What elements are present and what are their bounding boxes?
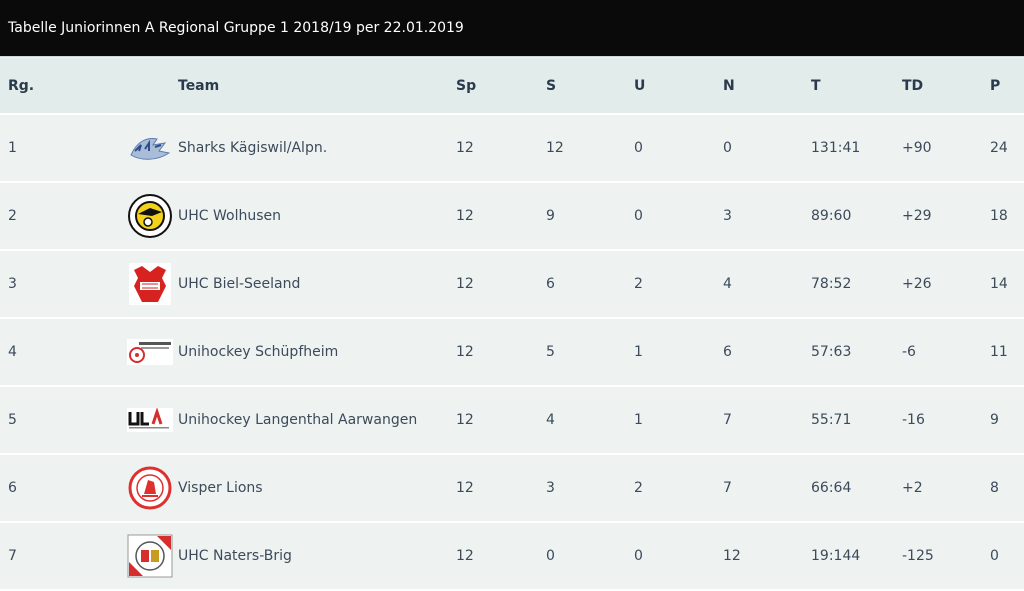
table-row: 2 UHC Wolhusen 12 9 0 3 89:60 +29 18 (0, 183, 1024, 251)
losses-cell: 12 (723, 548, 741, 564)
rank-cell: 6 (8, 480, 17, 496)
points-cell: 14 (990, 276, 1008, 292)
games-played-cell: 12 (456, 276, 474, 292)
team-logo (127, 183, 173, 249)
losses-cell: 6 (723, 344, 732, 360)
draws-cell: 2 (634, 276, 643, 292)
langenthal-aarwangen-logo-icon (127, 398, 173, 442)
points-cell: 9 (990, 412, 999, 428)
table-row: 4 Unihockey Schüpfheim 12 5 1 6 57:63 -6… (0, 319, 1024, 387)
draws-cell: 0 (634, 140, 643, 156)
goal-difference-cell: -6 (902, 344, 916, 360)
wins-cell: 6 (546, 276, 555, 292)
goals-cell: 78:52 (811, 276, 852, 292)
header-goals[interactable]: T (811, 77, 821, 94)
table-row: 1 Sharks Kägiswil/Alpn. 12 12 0 0 131:41… (0, 115, 1024, 183)
rank-cell: 7 (8, 548, 17, 564)
draws-cell: 0 (634, 208, 643, 224)
header-rank[interactable]: Rg. (8, 77, 35, 94)
goals-cell: 19:144 (811, 548, 861, 564)
rank-cell: 1 (8, 140, 17, 156)
table-header: Rg. Team Sp S U N T TD P (0, 58, 1024, 115)
points-cell: 18 (990, 208, 1008, 224)
header-wins[interactable]: S (546, 77, 557, 94)
team-name[interactable]: Unihockey Langenthal Aarwangen (178, 412, 418, 428)
header-losses[interactable]: N (723, 77, 735, 94)
wins-cell: 12 (546, 140, 564, 156)
team-name[interactable]: Unihockey Schüpfheim (178, 344, 339, 360)
team-name[interactable]: UHC Wolhusen (178, 208, 282, 224)
table-row: 5 Unihockey Langenthal Aarwangen 12 4 1 … (0, 387, 1024, 455)
table-row: 7 UHC Naters-Brig 12 0 0 12 19:144 -125 … (0, 523, 1024, 591)
table-row: 6 Visper Lions 12 3 2 7 66:64 +2 8 (0, 455, 1024, 523)
goal-difference-cell: +26 (902, 276, 932, 292)
naters-brig-logo-icon (127, 534, 173, 578)
team-name[interactable]: UHC Naters-Brig (178, 548, 292, 564)
points-cell: 0 (990, 548, 999, 564)
losses-cell: 7 (723, 412, 732, 428)
losses-cell: 3 (723, 208, 732, 224)
draws-cell: 1 (634, 412, 643, 428)
team-logo (127, 523, 173, 589)
losses-cell: 0 (723, 140, 732, 156)
team-logo (127, 455, 173, 521)
team-name[interactable]: Visper Lions (178, 480, 263, 496)
visper-lions-logo-icon (127, 466, 173, 510)
schuepfheim-logo-icon (127, 330, 173, 374)
goals-cell: 57:63 (811, 344, 852, 360)
wins-cell: 0 (546, 548, 555, 564)
rank-cell: 5 (8, 412, 17, 428)
table-row: 3 UHC Biel-Seeland 12 6 2 4 78:52 +26 14 (0, 251, 1024, 319)
rank-cell: 3 (8, 276, 17, 292)
points-cell: 8 (990, 480, 999, 496)
goal-difference-cell: -16 (902, 412, 925, 428)
table-title: Tabelle Juniorinnen A Regional Gruppe 1 … (0, 0, 1024, 57)
wins-cell: 5 (546, 344, 555, 360)
wins-cell: 4 (546, 412, 555, 428)
draws-cell: 1 (634, 344, 643, 360)
games-played-cell: 12 (456, 548, 474, 564)
games-played-cell: 12 (456, 140, 474, 156)
biel-seeland-logo-icon (127, 262, 173, 306)
points-cell: 11 (990, 344, 1008, 360)
losses-cell: 7 (723, 480, 732, 496)
goal-difference-cell: +2 (902, 480, 923, 496)
wolhusen-logo-icon (127, 194, 173, 238)
goals-cell: 131:41 (811, 140, 861, 156)
points-cell: 24 (990, 140, 1008, 156)
goals-cell: 89:60 (811, 208, 852, 224)
rank-cell: 2 (8, 208, 17, 224)
goal-difference-cell: +90 (902, 140, 932, 156)
games-played-cell: 12 (456, 344, 474, 360)
team-logo (127, 115, 173, 181)
header-goal-difference[interactable]: TD (902, 77, 924, 94)
games-played-cell: 12 (456, 480, 474, 496)
draws-cell: 0 (634, 548, 643, 564)
goals-cell: 66:64 (811, 480, 852, 496)
wins-cell: 3 (546, 480, 555, 496)
team-name[interactable]: UHC Biel-Seeland (178, 276, 301, 292)
goal-difference-cell: +29 (902, 208, 932, 224)
team-logo (127, 251, 173, 317)
header-team[interactable]: Team (178, 77, 220, 94)
team-logo (127, 387, 173, 453)
losses-cell: 4 (723, 276, 732, 292)
wins-cell: 9 (546, 208, 555, 224)
team-logo (127, 319, 173, 385)
header-points[interactable]: P (990, 77, 1001, 94)
header-draws[interactable]: U (634, 77, 646, 94)
sharks-logo-icon (127, 126, 173, 170)
header-games-played[interactable]: Sp (456, 77, 477, 94)
rank-cell: 4 (8, 344, 17, 360)
draws-cell: 2 (634, 480, 643, 496)
team-name[interactable]: Sharks Kägiswil/Alpn. (178, 140, 328, 156)
goals-cell: 55:71 (811, 412, 852, 428)
goal-difference-cell: -125 (902, 548, 934, 564)
games-played-cell: 12 (456, 412, 474, 428)
games-played-cell: 12 (456, 208, 474, 224)
